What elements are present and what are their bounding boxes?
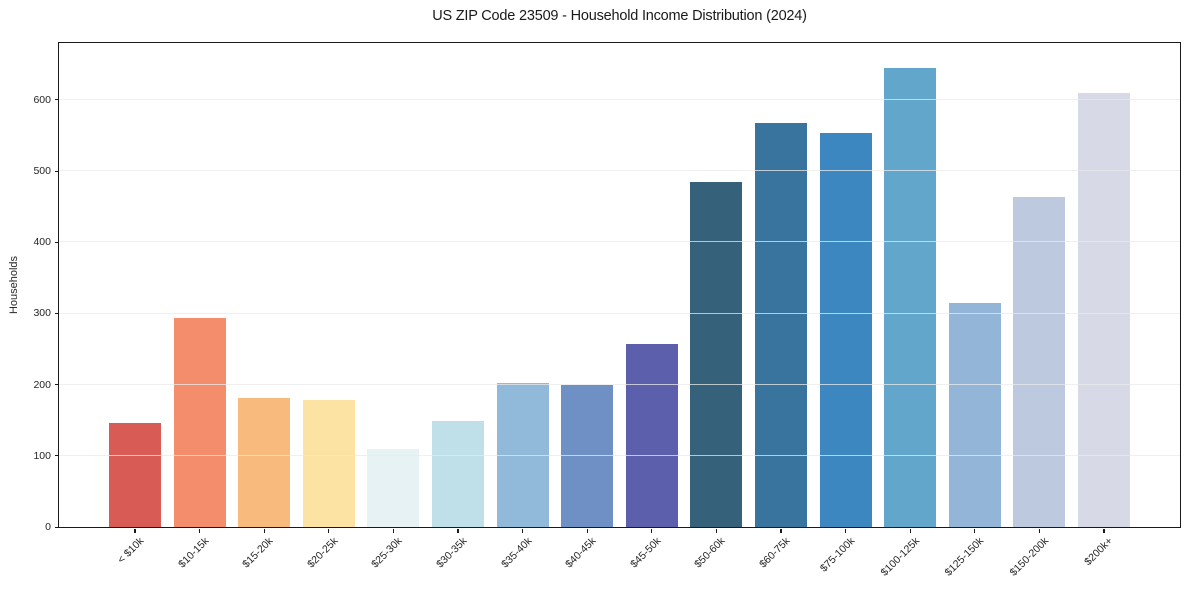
x-tick-mark-$10-15k — [199, 528, 201, 533]
bar-$45-50k — [625, 344, 678, 527]
x-tick-mark-$100-125k — [909, 528, 911, 533]
x-tick-mark-$125-150k — [974, 528, 976, 533]
bar-$10-15k — [173, 317, 226, 527]
x-tick-label-$15-20k: $15-20k — [240, 535, 276, 571]
y-tick-mark-100 — [55, 455, 59, 457]
x-tick-label-$75-100k: $75-100k — [817, 535, 858, 575]
y-tick-label-400: 400 — [33, 236, 51, 249]
x-tick-mark-$60-75k — [780, 528, 782, 533]
x-tick-mark-$50-60k — [715, 528, 717, 533]
y-tick-mark-600 — [55, 99, 59, 101]
bar-$40-45k — [561, 385, 614, 527]
x-tick-mark-$25-30k — [392, 528, 394, 533]
x-tick-label-$45-50k: $45-50k — [627, 535, 664, 571]
x-tick-mark-< $10k — [134, 528, 136, 533]
bar-$20-25k — [302, 400, 355, 527]
y-tick-mark-300 — [55, 312, 59, 314]
bar-$50-60k — [690, 181, 743, 527]
bar-$35-40k — [496, 383, 549, 527]
bar-$150-200k — [1013, 196, 1066, 527]
y-tick-mark-500 — [55, 170, 59, 172]
x-tick-label-$150-200k: $150-200k — [1007, 535, 1051, 579]
bar-$15-20k — [238, 397, 291, 527]
x-tick-mark-$40-45k — [586, 528, 588, 533]
x-tick-label-$10-15k: $10-15k — [175, 535, 212, 571]
x-tick-mark-$20-25k — [328, 528, 330, 533]
y-tick-mark-0 — [55, 526, 59, 528]
y-tick-mark-200 — [55, 384, 59, 386]
x-tick-mark-$150-200k — [1038, 528, 1040, 533]
x-tick-label-$25-30k: $25-30k — [369, 535, 405, 571]
x-tick-mark-$15-20k — [263, 528, 265, 533]
bar-$60-75k — [755, 123, 807, 527]
bar-$100-125k — [884, 67, 937, 527]
x-tick-label-$20-25k: $20-25k — [304, 535, 341, 571]
x-tick-mark-$30-35k — [457, 528, 459, 533]
x-tick-mark-$75-100k — [845, 528, 847, 533]
y-tick-label-100: 100 — [33, 449, 51, 462]
bar-$30-35k — [432, 420, 484, 527]
bar-$200k+ — [1078, 92, 1130, 527]
bars-layer — [59, 43, 1180, 527]
y-tick-label-600: 600 — [33, 93, 51, 106]
y-tick-label-500: 500 — [33, 165, 51, 178]
y-tick-label-0: 0 — [45, 521, 51, 533]
y-tick-mark-400 — [55, 241, 59, 243]
plot-area — [57, 41, 1181, 528]
x-tick-mark-$35-40k — [522, 528, 524, 533]
x-tick-label-$30-35k: $30-35k — [434, 535, 470, 571]
x-tick-label-$125-150k: $125-150k — [942, 535, 987, 579]
x-tick-label-$40-45k: $40-45k — [563, 535, 599, 571]
y-tick-label-300: 300 — [33, 307, 51, 320]
bar-$25-30k — [367, 448, 420, 527]
y-tick-label-200: 200 — [33, 378, 51, 391]
x-tick-label-< $10k: < $10k — [115, 535, 147, 566]
x-tick-label-$100-125k: $100-125k — [878, 535, 922, 579]
bar-$125-150k — [948, 302, 1001, 527]
x-tick-label-$60-75k: $60-75k — [757, 535, 793, 571]
x-tick-mark-$200k+ — [1103, 528, 1105, 533]
y-axis-label: Households — [8, 255, 20, 315]
chart-title: US ZIP Code 23509 - Household Income Dis… — [432, 8, 807, 24]
x-tick-label-$35-40k: $35-40k — [498, 535, 535, 571]
x-tick-label-$200k+: $200k+ — [1082, 535, 1116, 569]
bar-< $10k — [109, 423, 161, 527]
x-tick-mark-$45-50k — [651, 528, 653, 533]
x-tick-label-$50-60k: $50-60k — [692, 535, 728, 571]
bar-$75-100k — [819, 132, 872, 527]
